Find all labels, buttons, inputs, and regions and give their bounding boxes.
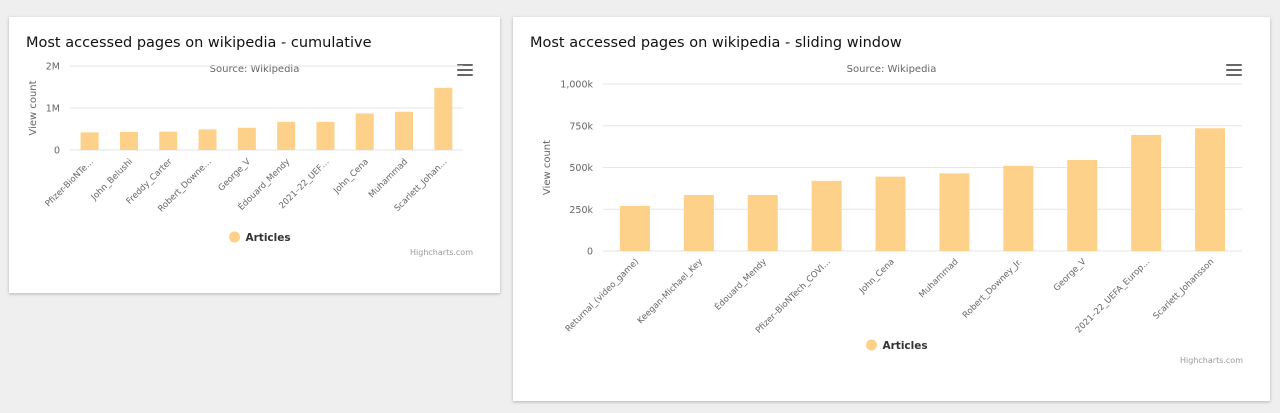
x-tick-label: John_Cena: [857, 257, 897, 297]
bar: [395, 111, 414, 150]
bar: [683, 195, 714, 251]
y-tick-label: 1M: [46, 104, 60, 115]
y-tick-label: 0: [54, 146, 60, 157]
y-axis-label: View count: [28, 80, 39, 135]
x-tick-label: George_V: [217, 157, 254, 194]
bar: [939, 173, 970, 251]
credits-link[interactable]: Highcharts.com: [410, 248, 473, 257]
bar-chart-sliding-window: Source: Wikipedia 0 250k 500k 750k 1,000k View…: [542, 64, 1243, 365]
x-tick-label: Édouard_Mendy: [712, 256, 769, 313]
y-axis-label: View count: [542, 140, 553, 195]
chart-menu-button[interactable]: [457, 64, 473, 78]
x-tick-label: George_V: [1052, 257, 1089, 294]
y-tick-label: 2M: [46, 62, 60, 73]
legend-marker: [866, 339, 877, 351]
legend-item-articles: Articles: [246, 232, 291, 244]
bar: [119, 131, 138, 150]
hamburger-icon: [1226, 64, 1242, 66]
bar: [619, 205, 650, 251]
legend-item-articles: Articles: [883, 340, 928, 352]
bar: [198, 129, 217, 150]
y-tick-label: 0: [587, 247, 593, 258]
y-tick-label: 1,000k: [560, 80, 593, 91]
y-tick-label: 250k: [569, 205, 593, 216]
x-tick-label: Muhammad: [917, 257, 960, 300]
x-tick-label: 2021–22_UEFA_Europ…: [1074, 257, 1152, 335]
bar: [80, 132, 99, 150]
bar: [747, 195, 778, 251]
bar: [811, 180, 842, 251]
bar: [316, 121, 335, 150]
chart-title: Most accessed pages on wikipedia - cumul…: [26, 35, 372, 51]
x-tick-label: Returnal_(video_game): [564, 257, 641, 334]
bar: [355, 113, 374, 150]
legend-marker: [229, 231, 240, 243]
bar: [1067, 159, 1098, 251]
bar: [277, 121, 296, 150]
chart-subtitle: Source: Wikipedia: [210, 64, 300, 75]
bar: [1003, 165, 1034, 251]
y-tick-label: 500k: [569, 163, 593, 174]
bar: [875, 176, 906, 251]
credits-link[interactable]: Highcharts.com: [1180, 356, 1243, 365]
hamburger-icon: [457, 64, 473, 66]
bar: [434, 87, 453, 150]
bar: [1131, 134, 1162, 251]
y-tick-label: 750k: [569, 121, 593, 132]
chart-card-sliding-window: Most accessed pages on wikipedia - slidi…: [513, 17, 1270, 401]
x-tick-label: Robert_Downey_Jr.: [961, 257, 1025, 321]
x-tick-label: Muhammad: [367, 157, 410, 200]
x-tick-label: Pfizer–BioNTech_COVI…: [754, 257, 833, 336]
chart-menu-button[interactable]: [1226, 64, 1242, 78]
bar: [1195, 128, 1226, 251]
bar: [237, 127, 256, 150]
x-tick-label: Pfizer-BioNTe…: [44, 157, 96, 209]
x-tick-label: Scarlett_Johansson: [1152, 257, 1217, 322]
x-tick-label: John_Cena: [331, 157, 371, 197]
chart-subtitle: Source: Wikipedia: [847, 64, 937, 75]
chart-title: Most accessed pages on wikipedia - slidi…: [530, 35, 902, 51]
bar: [159, 131, 178, 150]
bar-chart-cumulative: Source: Wikipedia 0 1M 2M View count Pfizer-B…: [28, 62, 473, 258]
chart-card-cumulative: Most accessed pages on wikipedia - cumul…: [9, 17, 500, 293]
x-tick-label: Keegan-Michael_Key: [636, 257, 705, 326]
